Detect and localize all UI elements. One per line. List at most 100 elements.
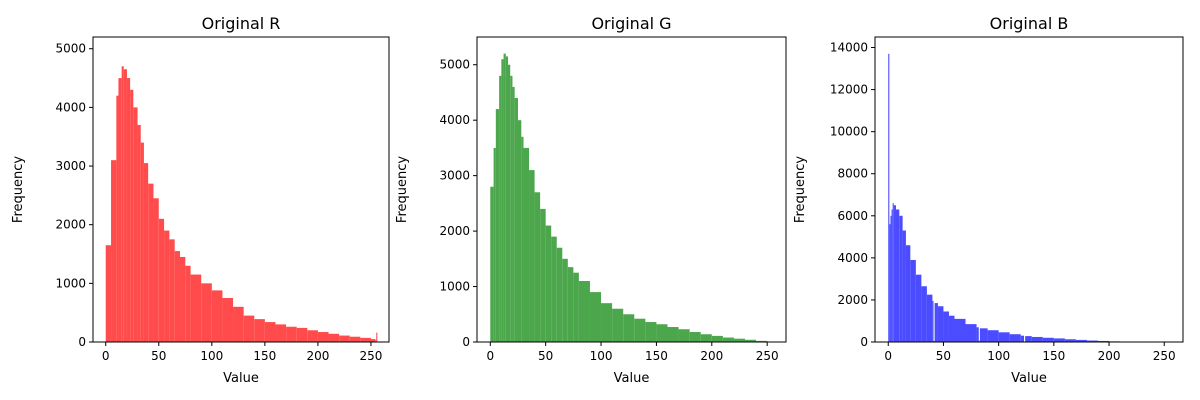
bar [523, 147, 530, 342]
bar [910, 259, 916, 342]
bar [169, 239, 175, 342]
bar [1053, 338, 1065, 342]
y-axis-label-green: Frequency [395, 156, 410, 223]
x-axis-label-red: Value [223, 371, 259, 386]
bar [130, 89, 134, 342]
bar [578, 281, 590, 342]
bar [493, 147, 496, 342]
bar [562, 258, 568, 342]
bar [895, 209, 900, 342]
y-tick-label: 6000 [837, 209, 868, 223]
chart-title-blue: Original B [990, 14, 1069, 33]
x-tick-label: 150 [253, 349, 276, 363]
bar [733, 338, 746, 342]
bar [711, 335, 723, 342]
bar [501, 59, 504, 343]
y-tick-label: 12000 [830, 83, 868, 97]
y-tick-label: 8000 [837, 167, 868, 181]
histogram-panel-blue: 0 50 100 150 200 250 0 2000 4000 6000 8000 10000 120… [793, 14, 1184, 386]
x-tick-label: 250 [360, 349, 383, 363]
bar [275, 324, 287, 342]
y-tick-label: 5000 [55, 42, 86, 56]
histogram-panel-red: 0 50 100 150 200 250 0 1000 2000 3000 4000 5000 Orig… [11, 14, 390, 386]
bar [123, 69, 127, 342]
y-tick-label: 3000 [55, 159, 86, 173]
x-tick-label: 200 [1098, 349, 1121, 363]
y-tick-label: 2000 [439, 224, 470, 238]
y-tick-label: 0 [462, 335, 470, 349]
bar [111, 160, 117, 342]
bar [888, 53, 890, 342]
bar [891, 209, 893, 342]
bar [105, 245, 112, 342]
y-tick-label: 5000 [439, 58, 470, 72]
bar [634, 318, 646, 342]
bar [510, 75, 513, 342]
bar [1009, 334, 1021, 342]
bar [948, 315, 955, 342]
y-tick-label: 2000 [837, 293, 868, 307]
bar [349, 336, 361, 342]
bar [978, 340, 980, 342]
x-ticks-green: 0 50 100 150 200 250 [486, 342, 779, 363]
y-axis-label-blue: Frequency [793, 156, 808, 223]
bar [1075, 339, 1087, 342]
bar [1098, 340, 1110, 342]
y-ticks-green: 0 1000 2000 3000 4000 5000 [439, 58, 477, 349]
bar [116, 95, 119, 343]
bar [499, 75, 502, 342]
y-tick-label: 2000 [55, 218, 86, 232]
bar [121, 66, 124, 342]
bar [678, 329, 690, 342]
bar [756, 340, 768, 342]
bar [517, 120, 522, 343]
bar [1031, 336, 1043, 342]
bar [153, 198, 159, 342]
bar [339, 335, 350, 342]
bar [137, 124, 141, 342]
x-ticks-blue: 0 50 100 150 200 250 [884, 342, 1176, 363]
bar [965, 324, 977, 342]
y-tick-label: 0 [860, 335, 868, 349]
bar [954, 318, 966, 342]
bar [551, 236, 557, 342]
x-tick-label: 250 [756, 349, 779, 363]
x-tick-label: 100 [987, 349, 1010, 363]
bar [934, 303, 938, 342]
bar [201, 283, 212, 342]
bar [589, 292, 602, 342]
y-tick-label: 14000 [830, 41, 868, 55]
bars-blue [888, 53, 1166, 342]
bar [376, 332, 378, 342]
bar [1025, 336, 1032, 342]
bar [317, 332, 329, 342]
bar [286, 326, 297, 342]
bar [1064, 339, 1076, 342]
bar [126, 78, 131, 342]
bar [899, 215, 903, 342]
x-tick-label: 50 [538, 349, 553, 363]
x-axis-label-green: Value [614, 371, 650, 386]
bar [567, 267, 574, 342]
y-ticks-red: 0 1000 2000 3000 4000 5000 [55, 42, 93, 349]
x-tick-label: 150 [1042, 349, 1065, 363]
x-tick-label: 200 [306, 349, 329, 363]
plot-frame-red [92, 36, 390, 343]
bar [1042, 337, 1054, 342]
x-tick-label: 50 [936, 349, 951, 363]
y-tick-label: 3000 [439, 169, 470, 183]
bar [264, 322, 276, 342]
bars-red [105, 66, 378, 343]
x-tick-label: 150 [645, 349, 668, 363]
bar [148, 183, 154, 342]
bar [905, 245, 911, 342]
bar [375, 339, 377, 342]
bar [512, 86, 515, 342]
chart-title-green: Original G [591, 14, 671, 33]
bar [503, 53, 506, 342]
bar [656, 324, 668, 342]
bar [254, 319, 265, 343]
bar [211, 290, 223, 342]
bar [360, 337, 371, 342]
bar [1086, 340, 1098, 342]
